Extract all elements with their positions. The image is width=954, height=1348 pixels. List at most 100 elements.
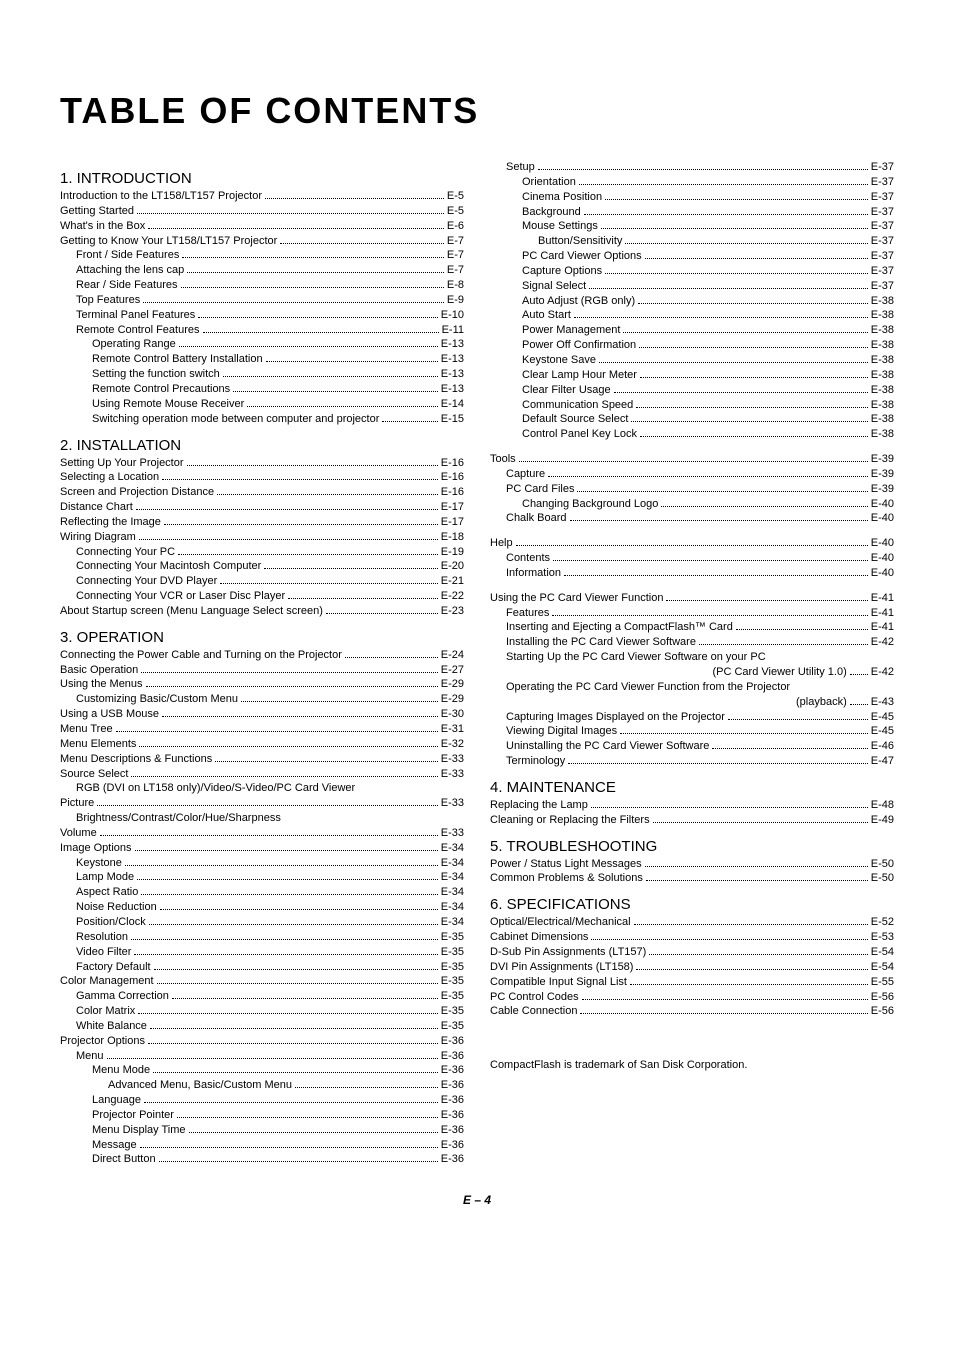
toc-entry: Compatible Input Signal ListE-55 — [490, 975, 894, 990]
toc-entry-label: D-Sub Pin Assignments (LT157) — [490, 945, 646, 960]
toc-leader — [148, 1034, 438, 1044]
toc-entry: Replacing the LampE-48 — [490, 798, 894, 813]
toc-entry: PC Card Viewer OptionsE-37 — [490, 249, 894, 264]
toc-leader — [570, 512, 868, 522]
toc-entry: PC Card FilesE-39 — [490, 482, 894, 497]
toc-leader — [640, 368, 868, 378]
toc-leader — [148, 219, 444, 229]
toc-entry-label: Lamp Mode — [76, 870, 134, 885]
toc-leader — [139, 530, 438, 540]
toc-entry-label: Keystone — [76, 856, 122, 871]
toc-entry-label: Getting to Know Your LT158/LT157 Project… — [60, 234, 277, 249]
toc-entry-page: E-24 — [441, 648, 464, 663]
toc-entry: Menu TreeE-31 — [60, 722, 464, 737]
toc-entry-page: E-37 — [871, 219, 894, 234]
toc-entry-page: E-11 — [442, 323, 464, 338]
toc-entry: Viewing Digital ImagesE-45 — [490, 724, 894, 739]
toc-entry-page: E-35 — [441, 1004, 464, 1019]
toc-entry: Remote Control Battery InstallationE-13 — [60, 352, 464, 367]
toc-leader — [223, 367, 438, 377]
toc-leader — [568, 754, 867, 764]
toc-entry: HelpE-40 — [490, 536, 894, 551]
toc-leader — [589, 279, 868, 289]
toc-leader — [850, 665, 868, 675]
toc-entry-label: Rear / Side Features — [76, 278, 178, 293]
toc-entry-page: E-32 — [441, 737, 464, 752]
toc-entry-page: E-37 — [871, 249, 894, 264]
toc-entry-label: Replacing the Lamp — [490, 798, 588, 813]
toc-entry-label: Capturing Images Displayed on the Projec… — [506, 710, 725, 725]
toc-leader — [382, 412, 437, 422]
toc-entry-label: Image Options — [60, 841, 132, 856]
toc-leader — [97, 796, 438, 806]
toc-leader — [144, 1093, 438, 1103]
toc-entry-page: E-56 — [871, 990, 894, 1005]
toc-entry-label: Picture — [60, 796, 94, 811]
toc-entry-page: E-34 — [441, 856, 464, 871]
toc-entry: Power Off ConfirmationE-38 — [490, 338, 894, 353]
toc-entry: Clear Filter UsageE-38 — [490, 383, 894, 398]
toc-entry-label: Power Off Confirmation — [522, 338, 636, 353]
toc-leader — [580, 1005, 867, 1015]
toc-entry: Chalk BoardE-40 — [490, 511, 894, 526]
footnote: CompactFlash is trademark of San Disk Co… — [490, 1059, 894, 1071]
toc-entry-label: Switching operation mode between compute… — [92, 412, 379, 427]
toc-entry-page: E-46 — [871, 739, 894, 754]
toc-section-heading: 1. INTRODUCTION — [60, 170, 464, 187]
toc-entry: Capturing Images Displayed on the Projec… — [490, 710, 894, 725]
toc-entry: Direct ButtonE-36 — [60, 1152, 464, 1167]
toc-leader — [164, 515, 438, 525]
toc-entry: Customizing Basic/Custom MenuE-29 — [60, 692, 464, 707]
toc-leader — [149, 915, 438, 925]
toc-entry-label: White Balance — [76, 1019, 147, 1034]
toc-entry: Changing Background LogoE-40 — [490, 497, 894, 512]
toc-leader — [178, 545, 438, 555]
toc-entry-page: E-38 — [871, 308, 894, 323]
toc-entry-page: E-34 — [441, 915, 464, 930]
toc-entry: Auto Adjust (RGB only)E-38 — [490, 294, 894, 309]
toc-leader — [326, 604, 438, 614]
toc-entry: Signal SelectE-37 — [490, 279, 894, 294]
toc-entry-label: Inserting and Ejecting a CompactFlash™ C… — [506, 620, 733, 635]
toc-entry-label: Button/Sensitivity — [538, 234, 622, 249]
toc-entry-label: Video Filter — [76, 945, 131, 960]
toc-leader — [640, 427, 868, 437]
toc-entry-label: Using the Menus — [60, 677, 143, 692]
toc-entry-page: E-40 — [871, 497, 894, 512]
toc-leader — [241, 693, 438, 703]
toc-entry: Cable ConnectionE-56 — [490, 1004, 894, 1019]
toc-entry-label: Remote Control Precautions — [92, 382, 230, 397]
toc-entry-label: Menu Mode — [92, 1063, 150, 1078]
toc-entry: Noise ReductionE-34 — [60, 900, 464, 915]
toc-entry: Projector OptionsE-36 — [60, 1034, 464, 1049]
toc-entry: Aspect RatioE-34 — [60, 885, 464, 900]
toc-entry-page: E-36 — [441, 1108, 464, 1123]
toc-entry: Default Source SelectE-38 — [490, 412, 894, 427]
toc-leader — [160, 900, 438, 910]
toc-entry-continuation: Starting Up the PC Card Viewer Software … — [490, 650, 894, 665]
toc-entry-label: Background — [522, 205, 581, 220]
toc-right-column: SetupE-37OrientationE-37Cinema PositionE… — [490, 160, 894, 1167]
toc-entry-label: Mouse Settings — [522, 219, 598, 234]
toc-entry-label: Control Panel Key Lock — [522, 427, 637, 442]
toc-entry: Keystone SaveE-38 — [490, 353, 894, 368]
toc-entry-label: Auto Adjust (RGB only) — [522, 294, 635, 309]
toc-entry: Menu Descriptions & FunctionsE-33 — [60, 752, 464, 767]
toc-entry-label: Compatible Input Signal List — [490, 975, 627, 990]
toc-entry-label: Setup — [506, 160, 535, 175]
toc-entry-page: E-37 — [871, 160, 894, 175]
toc-entry-page: E-33 — [441, 752, 464, 767]
toc-leader — [172, 989, 438, 999]
toc-entry-page: E-35 — [441, 945, 464, 960]
document-page: TABLE OF CONTENTS 1. INTRODUCTIONIntrodu… — [0, 0, 954, 1247]
toc-entry: Control Panel Key LockE-38 — [490, 427, 894, 442]
toc-entry-label: Aspect Ratio — [76, 885, 138, 900]
toc-section-heading: 5. TROUBLESHOOTING — [490, 838, 894, 855]
toc-entry-page: E-29 — [441, 692, 464, 707]
toc-leader — [564, 566, 868, 576]
toc-leader — [131, 930, 438, 940]
toc-leader — [599, 353, 868, 363]
toc-leader — [141, 885, 437, 895]
toc-leader — [138, 1004, 437, 1014]
toc-entry-page: E-35 — [441, 974, 464, 989]
